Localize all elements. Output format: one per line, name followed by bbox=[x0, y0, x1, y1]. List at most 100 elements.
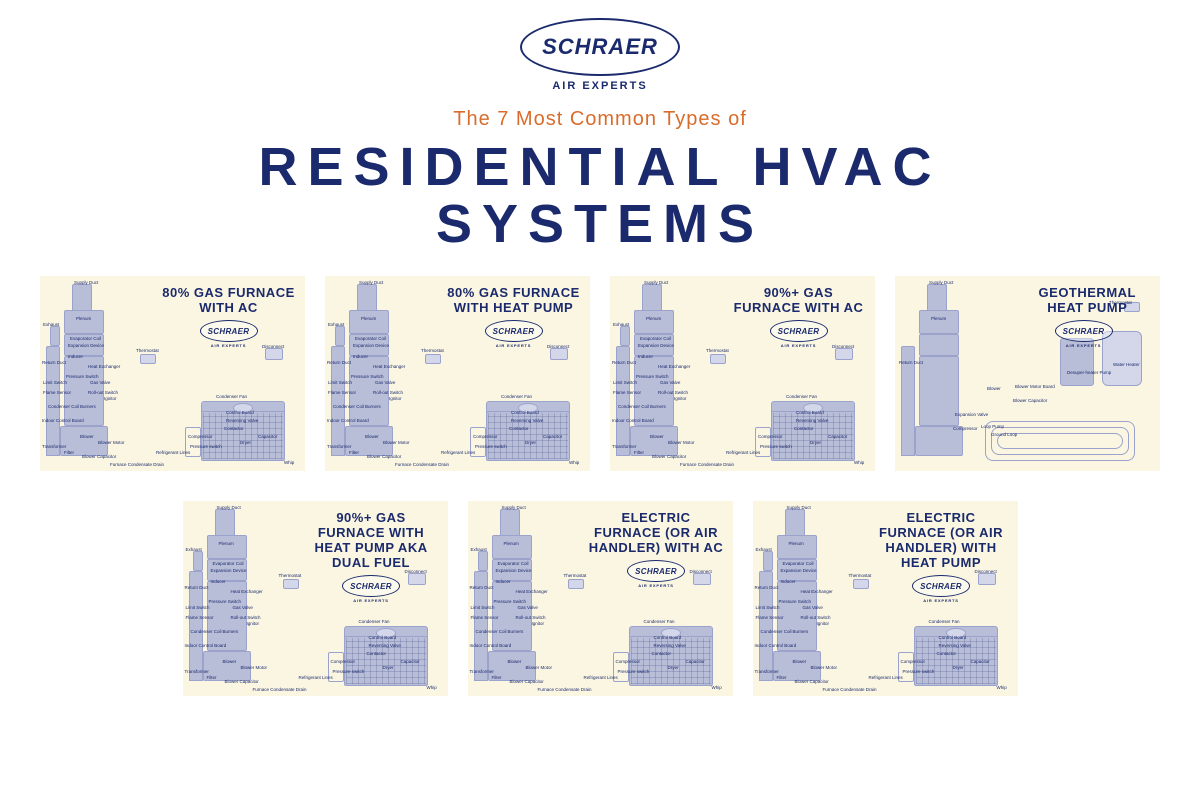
diagram-label: Compressor bbox=[616, 659, 641, 664]
diagram-label: Capacitor bbox=[401, 659, 420, 664]
diagram-label: Burners bbox=[508, 629, 524, 634]
diagram-label: Control Board bbox=[939, 635, 967, 640]
diagram-label: Supply Duct bbox=[359, 280, 383, 285]
diagram-label: Control Board bbox=[796, 410, 824, 415]
diagram-label: Control Board bbox=[369, 635, 397, 640]
diagram-label: Condenser Fan bbox=[359, 619, 390, 624]
diagram-label: Pressure Switch bbox=[351, 374, 384, 379]
diagram-label: Reversing Valve bbox=[796, 418, 828, 423]
diagram-label: Pressure switch bbox=[760, 444, 792, 449]
diagram-label: Supply Duct bbox=[74, 280, 98, 285]
diagram-label: Condenser Coil bbox=[333, 404, 364, 409]
diagram-label: Blower bbox=[508, 659, 522, 664]
diagram-label: Filter bbox=[349, 450, 359, 455]
diagram-label: Water Heater bbox=[1113, 362, 1140, 367]
diagram-label: Contactor bbox=[509, 426, 529, 431]
diagram-label: Indoor Control Board bbox=[612, 418, 654, 423]
diagram-label: Transformer bbox=[612, 444, 636, 449]
diagram-label: Blower bbox=[650, 434, 664, 439]
diagram-label: Contactor bbox=[794, 426, 814, 431]
diagram-label: Blower Motor bbox=[526, 665, 553, 670]
diagram-label: Filter bbox=[634, 450, 644, 455]
diagram-label: Blower bbox=[80, 434, 94, 439]
diagram-label: Blower Motor Board bbox=[1015, 384, 1055, 389]
diagram-label: Compressor bbox=[331, 659, 356, 664]
diagram-label: Blower Motor bbox=[241, 665, 268, 670]
diagram-label: Blower Motor bbox=[668, 440, 695, 445]
card-logo: SCHRAERAIR EXPERTS bbox=[160, 320, 297, 348]
diagram-label: Burners bbox=[365, 404, 381, 409]
diagram-label: Blower Motor bbox=[811, 665, 838, 670]
diagram-label: Condenser Coil bbox=[48, 404, 79, 409]
diagram-label: Heat Exchanger bbox=[516, 589, 548, 594]
diagram-label: Indoor Control Board bbox=[470, 643, 512, 648]
card-title: ELECTRIC FURNACE (OR AIR HANDLER) WITH A… bbox=[588, 511, 725, 556]
diagram-label: Exhaust bbox=[186, 547, 202, 552]
diagram-label: Capacitor bbox=[971, 659, 990, 664]
diagram-label: Inducer bbox=[211, 579, 226, 584]
diagram-label: Thermostat bbox=[706, 348, 729, 353]
diagram-label: Indoor Control Board bbox=[327, 418, 369, 423]
diagram-label: Roll-out Switch bbox=[801, 615, 831, 620]
diagram-label: Refrigerant Lines bbox=[441, 450, 475, 455]
diagram-label: Pressure Switch bbox=[66, 374, 99, 379]
diagram-label: Burners bbox=[80, 404, 96, 409]
diagram-label: Supply Duct bbox=[644, 280, 668, 285]
diagram-label: Supply Duct bbox=[502, 505, 526, 510]
diagram-label: Roll-out Switch bbox=[658, 390, 688, 395]
diagram-label: Blower Capacitor bbox=[510, 679, 544, 684]
diagram-label: Thermostat bbox=[279, 573, 302, 578]
card-logo: SCHRAERAIR EXPERTS bbox=[303, 575, 440, 603]
card-logo: SCHRAERAIR EXPERTS bbox=[873, 575, 1010, 603]
diagram-label: Condenser Fan bbox=[929, 619, 960, 624]
diagram-label: Exhaust bbox=[43, 322, 59, 327]
diagram-label: Contactor bbox=[224, 426, 244, 431]
diagram-label: Reversing Valve bbox=[654, 643, 686, 648]
diagram-label: Heat Exchanger bbox=[658, 364, 690, 369]
diagram-label: Burners bbox=[650, 404, 666, 409]
logo-text: SCHRAER bbox=[542, 34, 658, 60]
diagram-label: Heat Exchanger bbox=[373, 364, 405, 369]
diagram-label: Capacitor bbox=[686, 659, 705, 664]
diagram-label: Blower bbox=[793, 659, 807, 664]
diagram-label: Flame Sensor bbox=[613, 390, 641, 395]
diagram-label: Blower Capacitor bbox=[795, 679, 829, 684]
diagram-label: Condenser Fan bbox=[501, 394, 532, 399]
diagram-label: Evaporator Coil bbox=[783, 561, 814, 566]
diagram-label: Expansion Device bbox=[353, 343, 389, 348]
diagram-label: Exhaust bbox=[756, 547, 772, 552]
diagram-label: Refrigerant Lines bbox=[584, 675, 618, 680]
diagram-label: Blower bbox=[987, 386, 1001, 391]
diagram-label: Gas Valve bbox=[660, 380, 680, 385]
hvac-card: Supply DuctPlenumEvaporator CoilExpansio… bbox=[325, 276, 590, 471]
diagram-label: Blower Capacitor bbox=[82, 454, 116, 459]
diagram-label: Blower Capacitor bbox=[652, 454, 686, 459]
diagram-label: Plenum bbox=[219, 541, 234, 546]
diagram-label: Whip bbox=[997, 685, 1007, 690]
diagram-label: Roll-out Switch bbox=[231, 615, 261, 620]
diagram-label: Capacitor bbox=[828, 434, 847, 439]
diagram-label: Pressure switch bbox=[190, 444, 222, 449]
diagram-label: Plenum bbox=[361, 316, 376, 321]
hvac-card: Supply DuctPlenumEvaporator CoilExpansio… bbox=[40, 276, 305, 471]
diagram-label: Evaporator Coil bbox=[498, 561, 529, 566]
hvac-card: Supply DuctPlenumEvaporator CoilExpansio… bbox=[468, 501, 733, 696]
diagram-label: Gas Valve bbox=[375, 380, 395, 385]
diagram-label: Condenser Fan bbox=[216, 394, 247, 399]
diagram-label: Whip bbox=[854, 460, 864, 465]
diagram-label: Indoor Control Board bbox=[42, 418, 84, 423]
diagram-label: Burners bbox=[223, 629, 239, 634]
diagram-label: Condenser Coil bbox=[476, 629, 507, 634]
diagram-label: Pressure Switch bbox=[636, 374, 669, 379]
diagram-label: Heat Exchanger bbox=[88, 364, 120, 369]
diagram-label: Loop Pump bbox=[981, 424, 1004, 429]
diagram-label: Filter bbox=[207, 675, 217, 680]
diagram-label: Reversing Valve bbox=[226, 418, 258, 423]
subtitle: The 7 Most Common Types of bbox=[453, 108, 747, 131]
diagram-label: Return Duct bbox=[755, 585, 779, 590]
diagram-label: Transformer bbox=[42, 444, 66, 449]
diagram-label: Reversing Valve bbox=[939, 643, 971, 648]
diagram-label: Desuper-heater Pump bbox=[1067, 370, 1111, 375]
diagram-label: Contactor bbox=[367, 651, 387, 656]
diagram-label: Limit Switch bbox=[471, 605, 495, 610]
